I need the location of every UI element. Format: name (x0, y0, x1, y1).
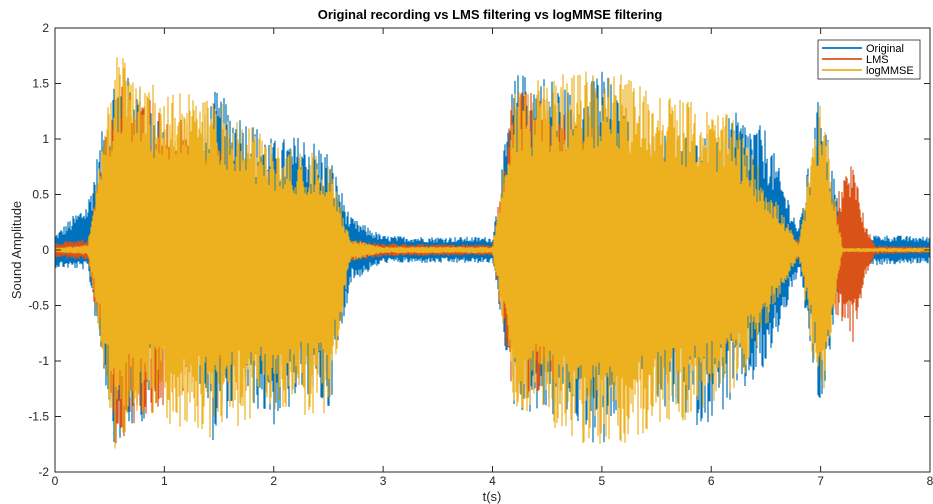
y-tick-label: 0 (42, 243, 49, 257)
x-tick-label: 2 (270, 474, 277, 488)
legend-label-logmmse: logMMSE (866, 65, 914, 77)
legend-label-original: Original (866, 43, 904, 55)
chart-title: Original recording vs LMS filtering vs l… (318, 7, 663, 22)
y-axis-label: Sound Amplitude (9, 201, 24, 299)
y-tick-label: 1 (42, 132, 49, 146)
x-tick-label: 4 (489, 474, 496, 488)
y-tick-label: 1.5 (32, 77, 49, 91)
legend-label-lms: LMS (866, 54, 889, 66)
y-tick-label: 0.5 (32, 188, 49, 202)
x-tick-label: 0 (52, 474, 59, 488)
y-tick-label: -1 (38, 354, 49, 368)
x-tick-label: 5 (599, 474, 606, 488)
series-logmmse-line (55, 57, 930, 449)
y-tick-label: 2 (42, 21, 49, 35)
y-tick-label: -1.5 (28, 410, 49, 424)
x-tick-label: 1 (161, 474, 168, 488)
x-tick-label: 7 (817, 474, 824, 488)
y-tick-label: -0.5 (28, 299, 49, 313)
x-axis-label: t(s) (483, 489, 502, 504)
x-tick-label: 3 (380, 474, 387, 488)
x-tick-label: 6 (708, 474, 715, 488)
y-tick-label: -2 (38, 465, 49, 479)
x-tick-label: 8 (927, 474, 933, 488)
